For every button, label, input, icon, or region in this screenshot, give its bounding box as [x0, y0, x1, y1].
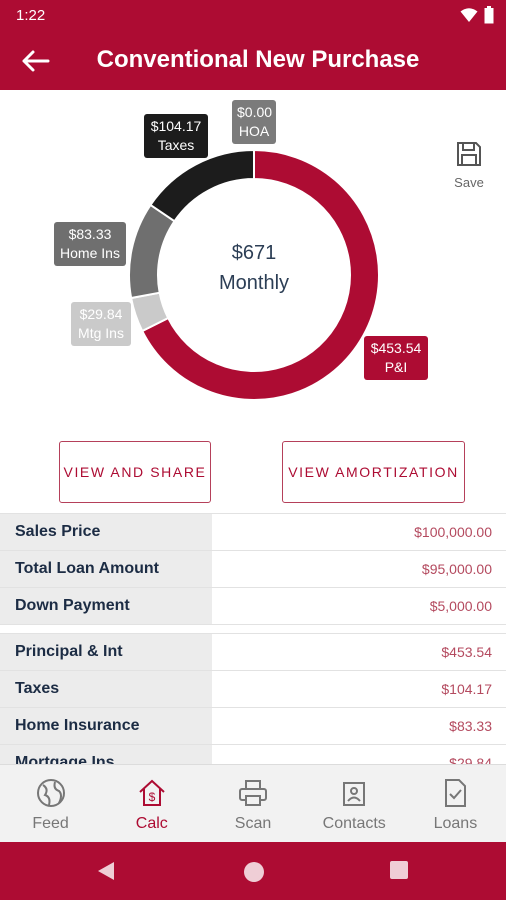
nav-calc-label: Calc — [135, 815, 168, 832]
row-label: Sales Price — [0, 514, 212, 550]
mtg-ins-label-name: Mtg Ins — [78, 325, 124, 341]
system-nav-bar — [0, 842, 506, 900]
nav-loans[interactable]: Loans — [405, 765, 506, 842]
nav-contacts[interactable]: Contacts — [304, 765, 405, 842]
taxes-label-value: $104.17 — [150, 118, 202, 134]
system-back-icon[interactable] — [96, 860, 116, 882]
system-recent-icon[interactable] — [389, 860, 409, 880]
view-amortization-button[interactable]: VIEW AMORTIZATION — [282, 441, 465, 503]
table-row: Total Loan Amount $95,000.00 — [0, 551, 506, 588]
status-bar: 1:22 — [0, 0, 506, 32]
donut-chart — [128, 148, 380, 401]
save-button[interactable]: Save — [446, 140, 492, 192]
donut-slice-taxes — [149, 148, 255, 223]
pi-label-name: P&I — [384, 359, 408, 375]
house-dollar-icon: $ — [139, 779, 165, 806]
donut-slice-home-ins — [128, 203, 176, 300]
nav-scan-label: Scan — [234, 815, 272, 832]
battery-icon — [484, 6, 494, 24]
nav-feed[interactable]: Feed — [0, 765, 101, 842]
back-arrow-icon[interactable] — [18, 46, 52, 76]
row-value: $83.33 — [449, 718, 492, 734]
nav-contacts-label: Contacts — [322, 815, 386, 832]
view-and-share-button[interactable]: VIEW AND SHARE — [59, 441, 211, 503]
donut-slice-p-i — [140, 148, 380, 401]
contacts-icon — [343, 782, 366, 806]
hoa-label-value: $0.00 — [237, 104, 273, 120]
row-value: $453.54 — [441, 644, 492, 660]
document-check-icon — [445, 779, 467, 807]
table-row: Taxes $104.17 — [0, 671, 506, 708]
hoa-label-name: HOA — [238, 123, 270, 139]
row-value: $5,000.00 — [429, 598, 492, 614]
save-icon — [457, 142, 481, 166]
row-value: $104.17 — [441, 681, 492, 697]
pi-label-value: $453.54 — [370, 340, 422, 356]
taxes-label-name: Taxes — [157, 137, 195, 153]
row-label: Down Payment — [0, 588, 212, 624]
taxes-label: $104.17 Taxes — [144, 114, 208, 158]
nav-scan[interactable]: Scan — [202, 765, 303, 842]
table-row: Principal & Int $453.54 — [0, 634, 506, 671]
home-ins-label: $83.33 Home Ins — [54, 222, 126, 266]
status-icons — [460, 6, 494, 24]
nav-feed-label: Feed — [32, 815, 69, 832]
mtg-ins-label: $29.84 Mtg Ins — [71, 302, 131, 346]
nav-loans-label: Loans — [433, 815, 478, 832]
payment-breakdown-table: Principal & Int $453.54 Taxes $104.17 Ho… — [0, 633, 506, 782]
svg-text:$: $ — [148, 790, 155, 804]
loan-summary-table: Sales Price $100,000.00 Total Loan Amoun… — [0, 513, 506, 625]
printer-icon — [239, 780, 267, 806]
row-label: Principal & Int — [0, 634, 212, 670]
row-label: Home Insurance — [0, 708, 212, 744]
home-ins-label-value: $83.33 — [68, 226, 112, 242]
payment-chart: $671 Monthly $104.17 Taxes $0.00 HOA $83… — [0, 90, 506, 430]
row-label: Total Loan Amount — [0, 551, 212, 587]
table-row: Sales Price $100,000.00 — [0, 514, 506, 551]
status-time: 1:22 — [16, 7, 46, 24]
wifi-icon — [460, 8, 478, 22]
system-home-icon[interactable] — [242, 860, 266, 884]
app-bar: Conventional New Purchase — [0, 32, 506, 90]
row-value: $100,000.00 — [414, 524, 492, 540]
table-row: Home Insurance $83.33 — [0, 708, 506, 745]
table-row: Down Payment $5,000.00 — [0, 588, 506, 625]
pi-label: $453.54 P&I — [364, 336, 428, 380]
monthly-label: Monthly — [218, 272, 290, 294]
monthly-amount: $671 — [231, 242, 277, 264]
page-title: Conventional New Purchase — [96, 46, 420, 73]
hoa-label: $0.00 HOA — [232, 100, 276, 144]
mtg-ins-label-value: $29.84 — [79, 306, 123, 322]
globe-icon — [36, 779, 65, 807]
nav-calc[interactable]: $ Calc — [101, 765, 202, 842]
row-value: $95,000.00 — [421, 561, 492, 577]
save-label: Save — [454, 175, 484, 190]
bottom-nav: Feed $ Calc Scan Contacts Loans — [0, 764, 506, 842]
row-label: Taxes — [0, 671, 212, 707]
home-ins-label-name: Home Ins — [60, 245, 120, 261]
